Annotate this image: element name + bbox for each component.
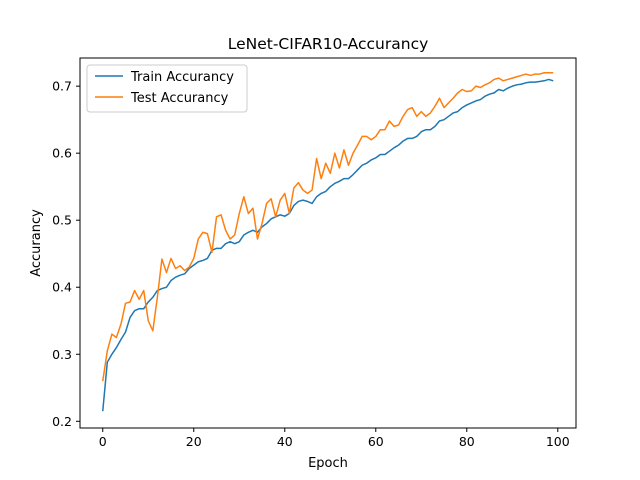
chart-title: LeNet-CIFAR10-Accurancy xyxy=(228,35,429,53)
legend: Train Accurancy Test Accurancy xyxy=(86,64,248,113)
x-tick-label: 60 xyxy=(368,434,384,449)
y-tick-label: 0.2 xyxy=(52,414,72,429)
x-tick-label: 100 xyxy=(546,434,570,449)
series-layer xyxy=(102,72,554,412)
plot-frame xyxy=(79,57,577,429)
train-accuracy-line xyxy=(102,78,554,412)
test-accuracy-line xyxy=(102,72,554,382)
x-tick-label: 40 xyxy=(277,434,293,449)
y-tick-label: 0.7 xyxy=(52,79,72,94)
y-axis-label: Accurancy xyxy=(29,209,44,277)
x-tick-label: 80 xyxy=(459,434,475,449)
x-axis: 0 20 40 60 80 100 xyxy=(99,428,570,449)
legend-box xyxy=(86,64,248,113)
x-tick-label: 0 xyxy=(99,434,107,449)
y-tick-label: 0.4 xyxy=(52,280,72,295)
legend-label-test: Test Accurancy xyxy=(130,91,229,106)
y-axis: 0.2 0.3 0.4 0.5 0.6 0.7 xyxy=(52,79,80,429)
x-axis-label: Epoch xyxy=(308,456,348,471)
x-tick-label: 20 xyxy=(186,434,202,449)
y-tick-label: 0.3 xyxy=(52,347,72,362)
y-tick-label: 0.5 xyxy=(52,213,72,228)
legend-label-train: Train Accurancy xyxy=(130,70,234,85)
y-tick-label: 0.6 xyxy=(52,146,72,161)
